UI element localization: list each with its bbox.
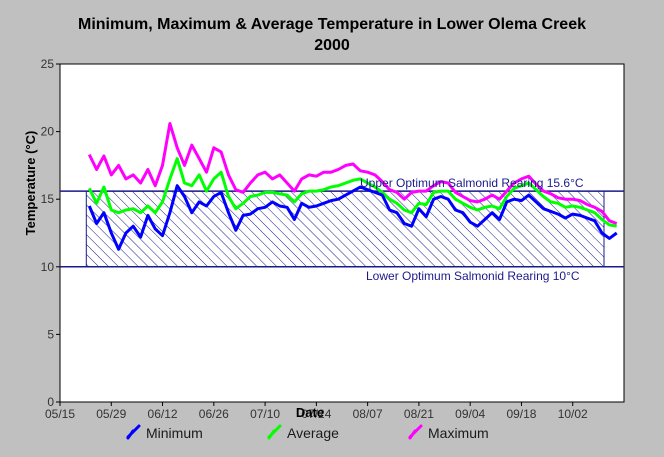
x-tick-label: 08/21 [404,407,434,421]
y-tick-label: 20 [41,125,55,139]
legend-swatch-maximum [408,424,423,440]
x-tick-label: 07/24 [301,407,331,421]
y-tick-label: 15 [41,192,55,206]
series-line-minimum [87,184,618,251]
series-line-average [87,157,617,228]
series-group [87,122,618,251]
legend-label-maximum: Maximum [428,425,489,441]
upper-band-label: Upper Optimum Salmonid Rearing 15.6°C [360,176,584,190]
series-line-maximum [87,122,618,225]
y-tick-label: 5 [47,327,54,341]
band-label-group: Upper Optimum Salmonid Rearing 15.6°C Low… [360,176,584,283]
axes: 0 5 10 15 20 25 05/15 05/29 06/12 06/26 07/10 07/24… [41,57,588,421]
y-tick-label: 0 [47,395,54,409]
x-tick-label: 09/18 [506,407,536,421]
legend-swatch-minimum [126,424,141,440]
x-tick-label: 07/10 [250,407,280,421]
x-tick-label: 06/26 [199,407,229,421]
y-tick-label: 10 [41,260,55,274]
x-axis-title: Date [296,405,324,420]
y-tick-label: 25 [41,57,55,71]
x-tick-label: 10/02 [558,407,588,421]
legend-swatch-average [267,424,282,440]
x-tick-label: 08/07 [353,407,383,421]
optimum-range-band [60,190,624,268]
legend: Minimum Average Maximum [126,424,489,441]
x-tick-label: 09/04 [455,407,485,421]
x-tick-label: 05/15 [45,407,75,421]
legend-label-average: Average [287,425,339,441]
lower-band-label: Lower Optimum Salmonid Rearing 10°C [366,269,580,283]
legend-label-minimum: Minimum [146,425,203,441]
y-axis-title: Temperature (°C) [23,131,38,236]
x-tick-label: 05/29 [96,407,126,421]
x-tick-label: 06/12 [148,407,178,421]
chart-title: Minimum, Maximum & Average Temperature i… [78,16,586,54]
